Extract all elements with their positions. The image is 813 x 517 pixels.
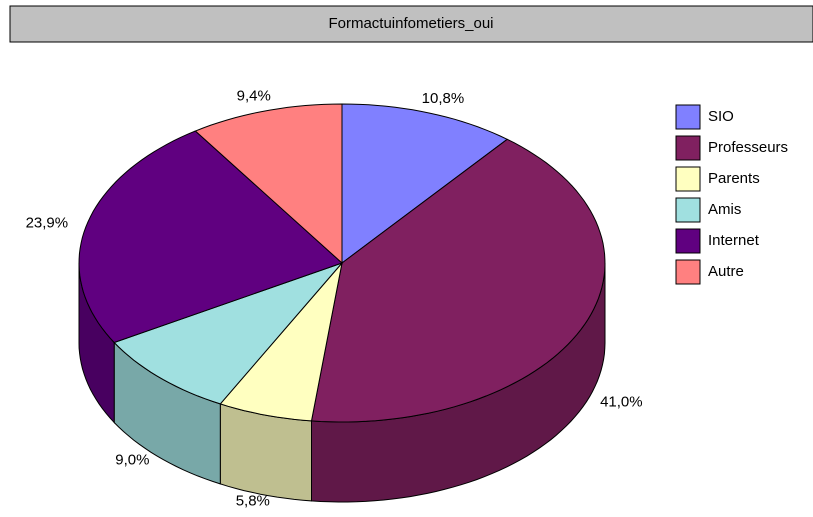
slice	[310, 138, 606, 423]
slice	[219, 261, 343, 422]
legend-label: Amis	[708, 201, 741, 218]
data-label: 23,9%	[26, 215, 69, 232]
legend-swatch	[675, 228, 701, 254]
legend-swatch	[675, 197, 701, 223]
chart-title: Formactuinfometiers_oui	[328, 15, 493, 32]
legend-label: Autre	[708, 263, 744, 280]
data-label: 9,0%	[115, 452, 149, 469]
slice	[113, 261, 344, 405]
legend-swatch	[675, 104, 701, 130]
data-label: 9,4%	[237, 88, 271, 105]
slice	[78, 130, 343, 344]
legend-swatch	[675, 166, 701, 192]
slice	[341, 103, 509, 264]
legend-label: Internet	[708, 232, 760, 249]
data-label: 10,8%	[422, 90, 465, 107]
data-label: 41,0%	[600, 393, 643, 410]
legend-swatch	[675, 135, 701, 161]
data-label: 5,8%	[236, 492, 270, 509]
slice	[194, 103, 343, 265]
legend-label: Parents	[708, 170, 760, 187]
legend-label: Professeurs	[708, 139, 788, 156]
legend-label: SIO	[708, 108, 734, 125]
legend-swatch	[675, 259, 701, 285]
title-bar	[9, 5, 813, 43]
